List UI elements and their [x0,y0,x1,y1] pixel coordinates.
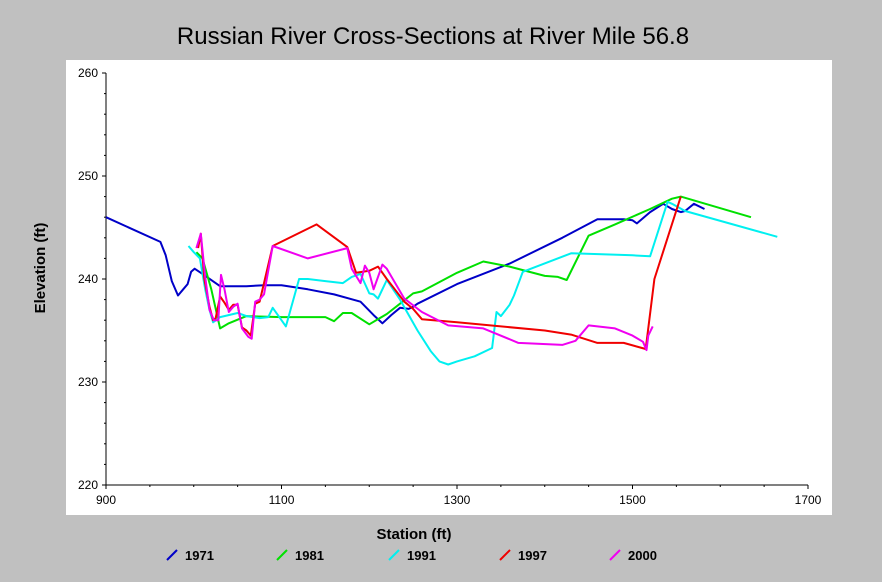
x-tick-label: 1700 [795,493,822,507]
legend-swatch-1997 [499,549,511,561]
y-tick-label: 260 [78,66,98,80]
legend-label-1971: 1971 [185,548,214,563]
series-group [105,195,778,366]
legend-label-1991: 1991 [407,548,436,563]
chart-title: Russian River Cross-Sections at River Mi… [177,23,689,50]
x-tick-label: 1100 [269,493,295,507]
y-axis-label: Elevation (ft) [32,223,49,314]
y-tick-label: 220 [78,478,98,492]
x-tick-label: 1300 [444,493,471,507]
legend-label-2000: 2000 [628,548,657,563]
axes: 220 230 240 250 260 900 1100 1300 1500 1700 [78,66,822,507]
legend-label-1997: 1997 [518,548,547,563]
legend: 1971 1981 1991 1997 2000 [166,548,657,563]
legend-swatch-1991 [388,549,400,561]
series-line-1971 [105,202,705,325]
y-tick-label: 250 [78,169,98,183]
legend-swatch-1971 [166,549,178,561]
x-tick-label: 900 [96,493,116,507]
series-line-1981 [195,195,752,330]
legend-swatch-1981 [276,549,288,561]
legend-swatch-2000 [609,549,621,561]
x-axis-label: Station (ft) [377,526,452,543]
x-tick-label: 1500 [619,493,646,507]
legend-label-1981: 1981 [295,548,324,563]
series-line-2000 [195,232,654,352]
y-tick-label: 230 [78,375,98,389]
y-tick-label: 240 [78,272,98,286]
